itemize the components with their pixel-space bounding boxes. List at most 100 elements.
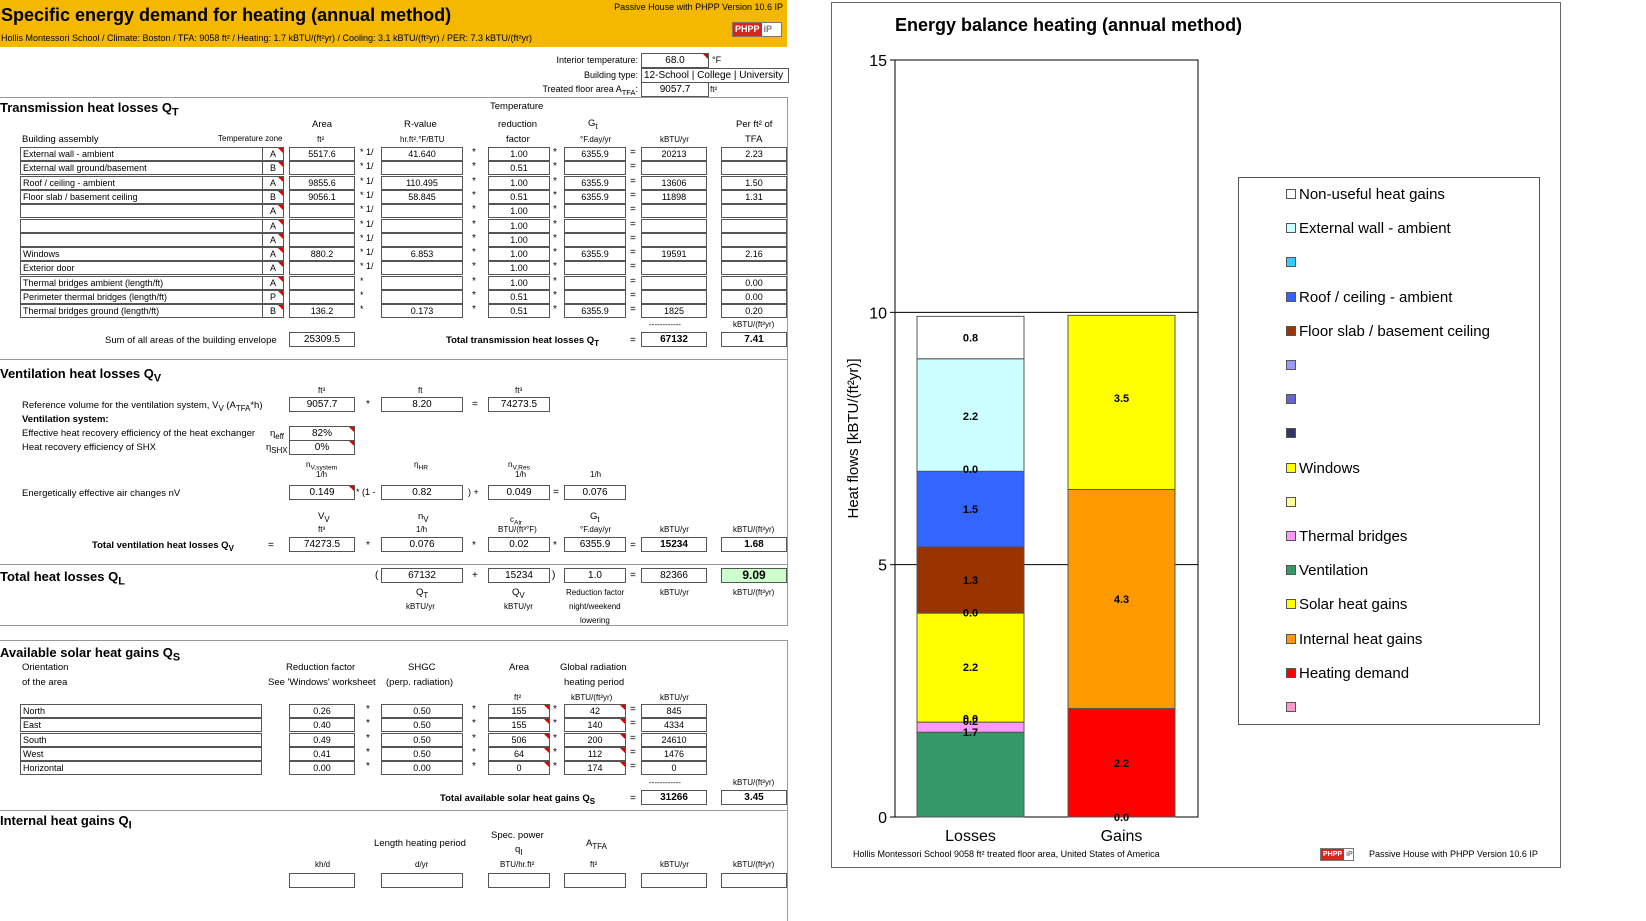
rvalue-cell[interactable]: 0.173 [381, 304, 463, 319]
vent-total-g-cell[interactable]: 6355.9 [564, 537, 626, 552]
vent-total-v-cell[interactable]: 74273.5 [289, 537, 355, 552]
heat-loss-cell[interactable] [641, 161, 707, 176]
hr-efficiency-cell[interactable]: 82% [289, 426, 355, 441]
gt-cell[interactable] [564, 261, 626, 276]
assembly-name-cell[interactable]: External wall ground/basement [20, 161, 264, 176]
solar-gain-cell[interactable]: 0 [641, 761, 707, 776]
shgc-cell[interactable]: 0.50 [381, 746, 463, 761]
orientation-cell[interactable]: Horizontal [20, 761, 262, 776]
assembly-name-cell[interactable]: Roof / ceiling - ambient [20, 175, 264, 190]
rvalue-cell[interactable]: 110.495 [381, 175, 463, 190]
heat-loss-cell[interactable] [641, 290, 707, 304]
per-tfa-cell[interactable] [721, 232, 787, 247]
air-n-system-cell[interactable]: 0.149 [289, 485, 355, 500]
shgc-cell[interactable]: 0.50 [381, 718, 463, 733]
per-tfa-cell[interactable]: 2.23 [721, 147, 787, 161]
assembly-name-cell[interactable]: Perimeter thermal bridges (length/ft) [20, 290, 264, 304]
assembly-name-cell[interactable]: External wall - ambient [20, 147, 264, 161]
area-cell[interactable] [289, 161, 355, 176]
rvalue-cell[interactable] [381, 290, 463, 304]
solar-reduction-cell[interactable]: 0.00 [289, 761, 355, 776]
global-radiation-cell[interactable]: 112 [564, 746, 626, 761]
temp-zone-cell[interactable]: A [262, 232, 284, 247]
losses-q-cell[interactable]: 82366 [641, 568, 707, 583]
heat-loss-cell[interactable] [641, 275, 707, 290]
assembly-name-cell[interactable] [20, 204, 264, 219]
per-tfa-cell[interactable]: 1.50 [721, 175, 787, 190]
temp-zone-cell[interactable]: A [262, 247, 284, 262]
area-cell[interactable]: 9855.6 [289, 175, 355, 190]
solar-area-cell[interactable]: 64 [488, 746, 550, 761]
area-cell[interactable]: 880.2 [289, 247, 355, 262]
vent-total-q-cell[interactable]: 15234 [641, 537, 707, 552]
solar-reduction-cell[interactable]: 0.26 [289, 704, 355, 718]
gt-cell[interactable]: 6355.9 [564, 189, 626, 204]
assembly-name-cell[interactable]: Windows [20, 247, 264, 262]
gt-cell[interactable]: 6355.9 [564, 247, 626, 262]
area-cell[interactable]: 136.2 [289, 304, 355, 319]
heat-loss-cell[interactable]: 13606 [641, 175, 707, 190]
internal-cell-5[interactable] [641, 873, 707, 888]
internal-cell-4[interactable] [564, 873, 626, 888]
gt-cell[interactable] [564, 232, 626, 247]
per-tfa-cell[interactable] [721, 261, 787, 276]
solar-reduction-cell[interactable]: 0.41 [289, 746, 355, 761]
vent-total-p-cell[interactable]: 1.68 [721, 537, 787, 552]
losses-per-cell[interactable]: 9.09 [721, 568, 787, 583]
gt-cell[interactable]: 6355.9 [564, 147, 626, 161]
gt-cell[interactable]: 6355.9 [564, 175, 626, 190]
per-tfa-cell[interactable] [721, 218, 787, 233]
reduction-factor-cell[interactable]: 1.00 [488, 232, 550, 247]
heat-loss-cell[interactable]: 11898 [641, 189, 707, 204]
internal-cell-3[interactable] [488, 873, 550, 888]
area-cell[interactable] [289, 232, 355, 247]
solar-area-cell[interactable]: 0 [488, 761, 550, 776]
global-radiation-cell[interactable]: 42 [564, 704, 626, 718]
reduction-factor-cell[interactable]: 1.00 [488, 247, 550, 262]
shgc-cell[interactable]: 0.50 [381, 732, 463, 747]
solar-area-cell[interactable]: 155 [488, 704, 550, 718]
shgc-cell[interactable]: 0.00 [381, 761, 463, 776]
sum-areas-value[interactable]: 25309.5 [289, 332, 355, 347]
gt-cell[interactable] [564, 218, 626, 233]
heat-loss-cell[interactable] [641, 232, 707, 247]
shgc-cell[interactable]: 0.50 [381, 704, 463, 718]
per-tfa-cell[interactable] [721, 161, 787, 176]
assembly-name-cell[interactable]: Exterior door [20, 261, 264, 276]
temp-zone-cell[interactable]: A [262, 204, 284, 219]
solar-gain-cell[interactable]: 4334 [641, 718, 707, 733]
gt-cell[interactable] [564, 290, 626, 304]
rvalue-cell[interactable] [381, 261, 463, 276]
solar-reduction-cell[interactable]: 0.49 [289, 732, 355, 747]
total-transmission-value[interactable]: 67132 [641, 332, 707, 347]
orientation-cell[interactable]: South [20, 732, 262, 747]
gt-cell[interactable] [564, 161, 626, 176]
rvalue-cell[interactable] [381, 204, 463, 219]
assembly-name-cell[interactable] [20, 232, 264, 247]
building-type-cell[interactable]: 12-School | College | University [641, 68, 789, 83]
tfa-cell[interactable]: 9057.7 [641, 82, 709, 97]
solar-area-cell[interactable]: 155 [488, 718, 550, 733]
temp-zone-cell[interactable]: B [262, 189, 284, 204]
reduction-factor-cell[interactable]: 1.00 [488, 204, 550, 219]
heat-loss-cell[interactable]: 20213 [641, 147, 707, 161]
temp-zone-cell[interactable]: A [262, 261, 284, 276]
reduction-factor-cell[interactable]: 0.51 [488, 290, 550, 304]
temp-zone-cell[interactable]: B [262, 304, 284, 319]
total-solar-value[interactable]: 31266 [641, 790, 707, 805]
assembly-name-cell[interactable]: Floor slab / basement ceiling [20, 189, 264, 204]
total-solar-per[interactable]: 3.45 [721, 790, 787, 805]
area-cell[interactable] [289, 261, 355, 276]
area-cell[interactable]: 9056.1 [289, 189, 355, 204]
temp-zone-cell[interactable]: A [262, 275, 284, 290]
internal-cell-6[interactable] [721, 873, 787, 888]
reduction-factor-cell[interactable]: 1.00 [488, 147, 550, 161]
losses-factor-cell[interactable]: 1.0 [564, 568, 626, 583]
rvalue-cell[interactable] [381, 275, 463, 290]
reduction-factor-cell[interactable]: 1.00 [488, 261, 550, 276]
interior-temp-cell[interactable]: 68.0 [641, 53, 709, 68]
reduction-factor-cell[interactable]: 1.00 [488, 275, 550, 290]
solar-gain-cell[interactable]: 845 [641, 704, 707, 718]
temp-zone-cell[interactable]: P [262, 290, 284, 304]
total-transmission-per[interactable]: 7.41 [721, 332, 787, 347]
